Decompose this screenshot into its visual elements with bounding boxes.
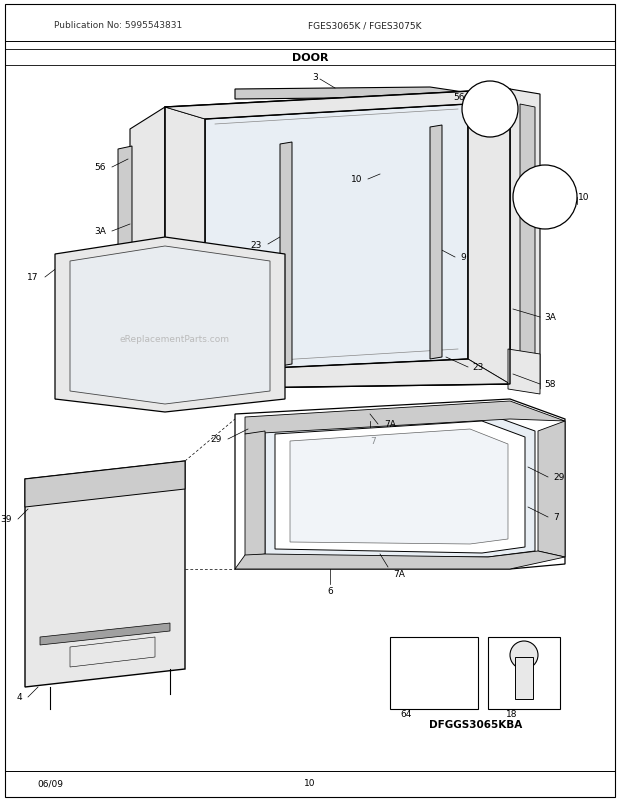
Polygon shape	[265, 415, 535, 557]
Polygon shape	[538, 422, 565, 557]
Polygon shape	[280, 143, 292, 367]
Polygon shape	[165, 90, 510, 390]
Text: 23: 23	[472, 363, 484, 372]
Bar	[390, 638, 478, 709]
Text: 39: 39	[1, 515, 12, 524]
Circle shape	[462, 82, 518, 138]
Polygon shape	[165, 90, 510, 119]
Text: FGES3065K / FGES3075K: FGES3065K / FGES3075K	[308, 22, 422, 30]
Text: 17: 17	[27, 273, 38, 282]
Text: 16: 16	[232, 363, 244, 372]
Polygon shape	[205, 105, 468, 371]
Text: 9: 9	[460, 253, 466, 262]
Polygon shape	[118, 147, 132, 398]
Text: 7A: 7A	[384, 420, 396, 429]
Text: eReplacementParts.com: eReplacementParts.com	[120, 335, 230, 344]
Text: 56: 56	[94, 164, 106, 172]
Polygon shape	[130, 107, 165, 407]
Text: 7: 7	[553, 512, 559, 522]
Text: 7A: 7A	[393, 569, 405, 579]
Polygon shape	[508, 350, 540, 395]
Text: Publication No: 5995543831: Publication No: 5995543831	[54, 22, 182, 30]
Polygon shape	[165, 359, 510, 390]
Polygon shape	[70, 247, 270, 404]
Polygon shape	[55, 237, 285, 412]
Bar	[488, 638, 560, 709]
Text: 56A: 56A	[89, 294, 106, 302]
Text: 58: 58	[544, 380, 556, 389]
Polygon shape	[520, 105, 535, 379]
Polygon shape	[40, 623, 170, 645]
Polygon shape	[468, 90, 510, 384]
Text: 10: 10	[578, 193, 590, 202]
Polygon shape	[510, 90, 540, 390]
Polygon shape	[235, 399, 565, 569]
Polygon shape	[165, 107, 205, 390]
Polygon shape	[245, 402, 565, 435]
Circle shape	[513, 166, 577, 229]
Text: 4: 4	[16, 693, 22, 702]
Text: 10: 10	[304, 779, 316, 788]
Text: 10: 10	[350, 176, 362, 184]
Text: 56: 56	[453, 92, 465, 101]
Text: 3A: 3A	[544, 313, 556, 322]
Text: 42: 42	[430, 695, 441, 703]
Text: DFGGS3065KBA: DFGGS3065KBA	[430, 719, 523, 729]
Text: 06/09: 06/09	[37, 779, 63, 788]
Text: 3A: 3A	[94, 227, 106, 237]
Text: 17: 17	[232, 385, 244, 394]
Text: 64: 64	[400, 710, 412, 719]
Polygon shape	[235, 551, 565, 569]
Polygon shape	[515, 657, 533, 699]
Text: 3: 3	[312, 74, 318, 83]
Text: 18: 18	[506, 710, 518, 719]
Text: DOOR: DOOR	[292, 53, 328, 63]
Text: 29: 29	[211, 435, 222, 444]
Polygon shape	[25, 461, 185, 508]
Text: 6: 6	[327, 587, 333, 596]
Polygon shape	[430, 126, 442, 359]
Text: 29: 29	[553, 473, 564, 482]
Polygon shape	[275, 422, 525, 553]
Polygon shape	[25, 461, 185, 687]
Polygon shape	[245, 431, 265, 557]
Text: 12: 12	[542, 200, 554, 209]
Circle shape	[510, 642, 538, 669]
Polygon shape	[290, 429, 508, 545]
Polygon shape	[235, 88, 497, 107]
Polygon shape	[70, 638, 155, 667]
Text: 23: 23	[250, 241, 262, 249]
Text: 7: 7	[370, 437, 376, 446]
